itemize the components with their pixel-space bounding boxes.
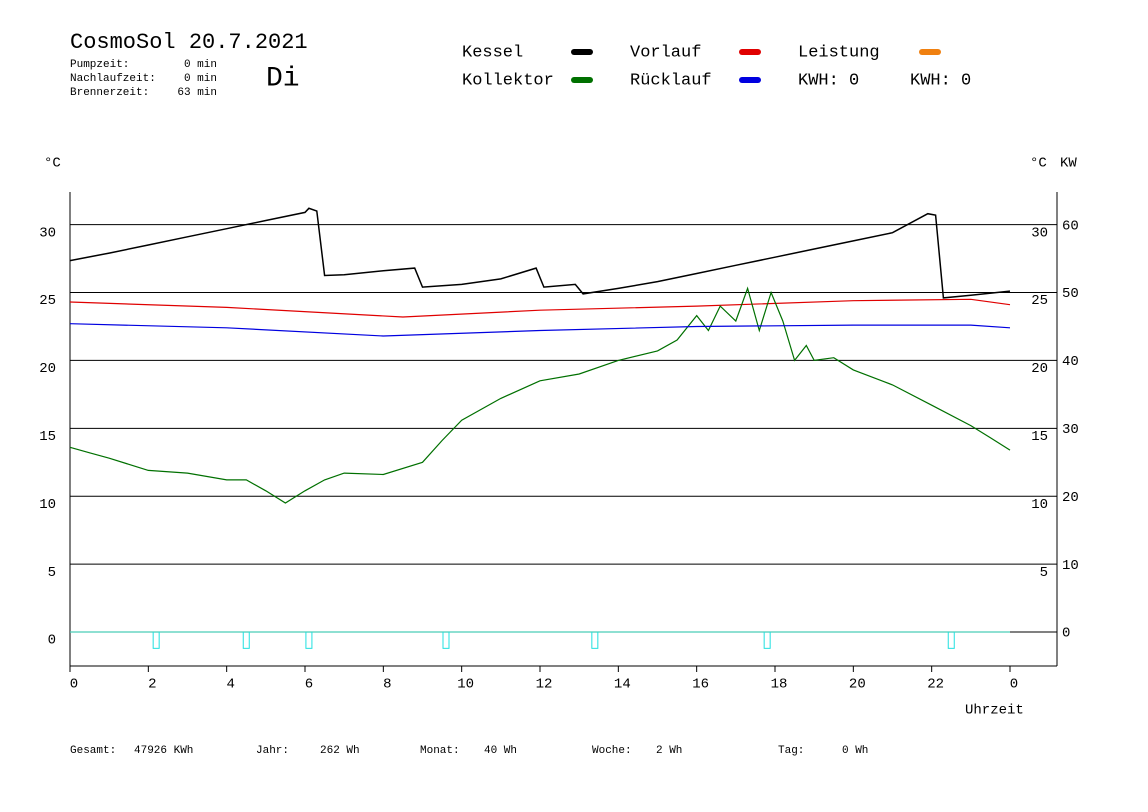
x-tick-label: 2	[148, 677, 156, 693]
kwh-label: KWH: 0	[798, 71, 859, 90]
y-tick-label-right: 20	[1031, 361, 1048, 377]
y-tick-label: 5	[48, 565, 56, 581]
x-tick-label: 0	[1010, 677, 1018, 693]
x-tick-label: 6	[305, 677, 313, 693]
pulse	[152, 631, 160, 649]
x-tick-label: 22	[927, 677, 944, 693]
footer-label: Jahr:	[256, 745, 289, 757]
footer-value: 2 Wh	[656, 745, 682, 757]
footer-value: 47926 KWh	[134, 745, 193, 757]
series-line	[69, 286, 1011, 504]
y2-tick-label: 0	[1062, 626, 1070, 642]
y-tick-label: 25	[39, 293, 56, 309]
pulse	[442, 631, 450, 649]
pulse	[947, 631, 955, 649]
info-value: 63 min	[177, 87, 217, 99]
legend-label: Rücklauf	[630, 71, 712, 90]
x-tick-label: 0	[70, 677, 78, 693]
y-tick-label: 0	[48, 633, 56, 649]
pulse	[305, 631, 313, 649]
x-axis-label: Uhrzeit	[965, 703, 1024, 719]
y-tick-label-right: 10	[1031, 497, 1048, 513]
footer-value: 0 Wh	[842, 745, 868, 757]
pulse	[591, 631, 599, 649]
kwh-label: KWH: 0	[910, 71, 971, 90]
pulse	[763, 631, 771, 649]
legend-label: Kollektor	[462, 71, 554, 90]
y-tick-label: 30	[39, 225, 56, 241]
y-tick-label-right: 25	[1031, 293, 1048, 309]
x-tick-label: 12	[536, 677, 553, 693]
footer-label: Gesamt:	[70, 745, 116, 757]
y-tick-label-right: 15	[1031, 429, 1048, 445]
chart-title: CosmoSol 20.7.2021	[70, 30, 308, 55]
x-tick-label: 14	[614, 677, 631, 693]
y2-tick-label: 10	[1062, 558, 1079, 574]
y-axis-label: °C	[44, 156, 61, 172]
footer-value: 262 Wh	[320, 745, 360, 757]
x-tick-label: 10	[457, 677, 474, 693]
legend-label: Leistung	[798, 43, 880, 62]
weekday: Di	[266, 63, 300, 94]
legend-label: Vorlauf	[630, 43, 701, 62]
y-axis-label-right: °C	[1030, 156, 1047, 172]
pulse	[242, 631, 250, 649]
series-line	[69, 323, 1011, 337]
info-value: 0 min	[184, 73, 217, 85]
x-tick-label: 8	[383, 677, 391, 693]
y-tick-label: 10	[39, 497, 56, 513]
y2-tick-label: 20	[1062, 490, 1079, 506]
x-tick-label: 4	[226, 677, 234, 693]
y-tick-label-right: 30	[1031, 225, 1048, 241]
y2-tick-label: 40	[1062, 354, 1079, 370]
series-line	[69, 207, 1011, 299]
footer-label: Tag:	[778, 745, 804, 757]
footer-label: Woche:	[592, 745, 632, 757]
y-tick-label-right: 5	[1040, 565, 1048, 581]
info-label: Brennerzeit:	[70, 87, 149, 99]
y2-tick-label: 30	[1062, 422, 1079, 438]
info-value: 0 min	[184, 59, 217, 71]
y-tick-label: 20	[39, 361, 56, 377]
y2-tick-label: 60	[1062, 218, 1079, 234]
footer-label: Monat:	[420, 745, 460, 757]
series-line	[69, 298, 1011, 318]
footer-value: 40 Wh	[484, 745, 517, 757]
x-tick-label: 20	[849, 677, 866, 693]
info-label: Pumpzeit:	[70, 59, 129, 71]
y2-tick-label: 50	[1062, 286, 1079, 302]
legend-label: Kessel	[462, 43, 523, 62]
y2-axis-label: KW	[1060, 156, 1077, 172]
y-tick-label: 15	[39, 429, 56, 445]
x-tick-label: 16	[692, 677, 709, 693]
x-tick-label: 18	[771, 677, 788, 693]
info-label: Nachlaufzeit:	[70, 73, 156, 85]
